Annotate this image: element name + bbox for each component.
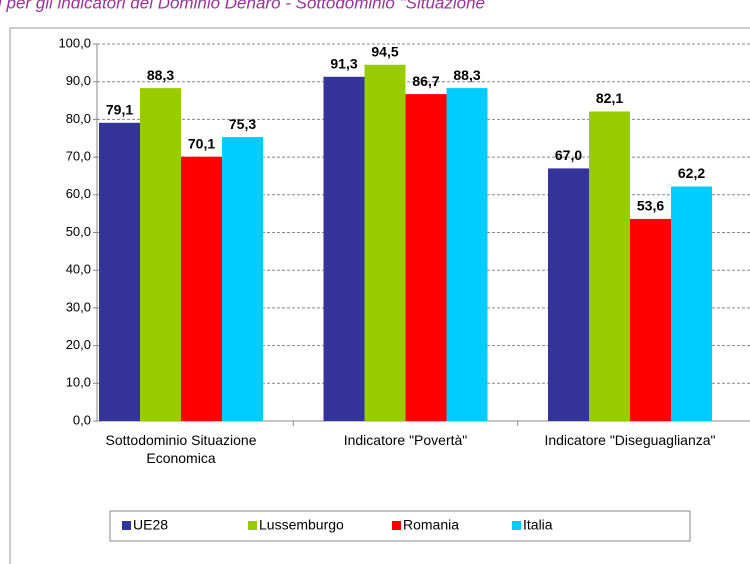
y-tick-label: 90,0 xyxy=(66,73,91,88)
y-tick-label: 50,0 xyxy=(66,224,91,239)
data-label: 86,7 xyxy=(412,73,439,89)
data-label: 67,0 xyxy=(555,147,582,163)
bar xyxy=(99,122,140,421)
bar xyxy=(323,76,365,421)
data-label: 94,5 xyxy=(371,43,398,59)
legend-swatch xyxy=(248,521,257,530)
legend-label: Romania xyxy=(403,517,459,533)
y-tick-label: 80,0 xyxy=(66,111,91,126)
legend-box xyxy=(109,510,691,542)
x-tick-label: Sottodominio Situazione Economica xyxy=(105,432,257,466)
bar xyxy=(548,168,589,421)
chart-title: i per gli indicatori del Dominio Denaro … xyxy=(0,0,485,12)
legend-label: Lussemburgo xyxy=(259,517,344,533)
y-tick-label: 70,0 xyxy=(66,149,91,164)
bar xyxy=(405,94,447,422)
data-label: 82,1 xyxy=(596,90,623,106)
chart-frame xyxy=(9,27,750,564)
y-tick-label: 20,0 xyxy=(66,337,91,352)
bar xyxy=(181,156,222,421)
y-tick-label: 0,0 xyxy=(73,412,91,427)
data-label: 75,3 xyxy=(229,116,256,132)
data-label: 91,3 xyxy=(330,56,357,72)
data-label: 88,3 xyxy=(453,67,480,83)
legend-label: Italia xyxy=(523,517,553,533)
bar xyxy=(364,64,406,422)
legend-swatch xyxy=(392,521,401,530)
bar xyxy=(446,88,488,421)
data-label: 70,1 xyxy=(188,135,215,151)
data-label: 53,6 xyxy=(637,198,664,214)
bar xyxy=(140,88,181,421)
bar xyxy=(589,111,630,421)
data-label: 62,2 xyxy=(678,165,705,181)
x-tick-label: Indicatore "Povertà" xyxy=(343,432,468,448)
y-tick-label: 10,0 xyxy=(66,375,91,390)
bar xyxy=(222,137,263,421)
y-tick-label: 40,0 xyxy=(66,262,91,277)
data-label: 79,1 xyxy=(106,101,133,117)
x-tick-label: Indicatore "Diseguaglianza" xyxy=(544,432,716,448)
bar xyxy=(630,218,671,421)
bar xyxy=(671,186,712,421)
legend-swatch xyxy=(512,521,521,530)
y-tick-label: 100,0 xyxy=(58,35,91,50)
legend-label: UE28 xyxy=(133,517,168,533)
y-tick-label: 30,0 xyxy=(66,299,91,314)
legend-swatch xyxy=(122,521,131,530)
data-label: 88,3 xyxy=(147,67,174,83)
y-tick-label: 60,0 xyxy=(66,186,91,201)
